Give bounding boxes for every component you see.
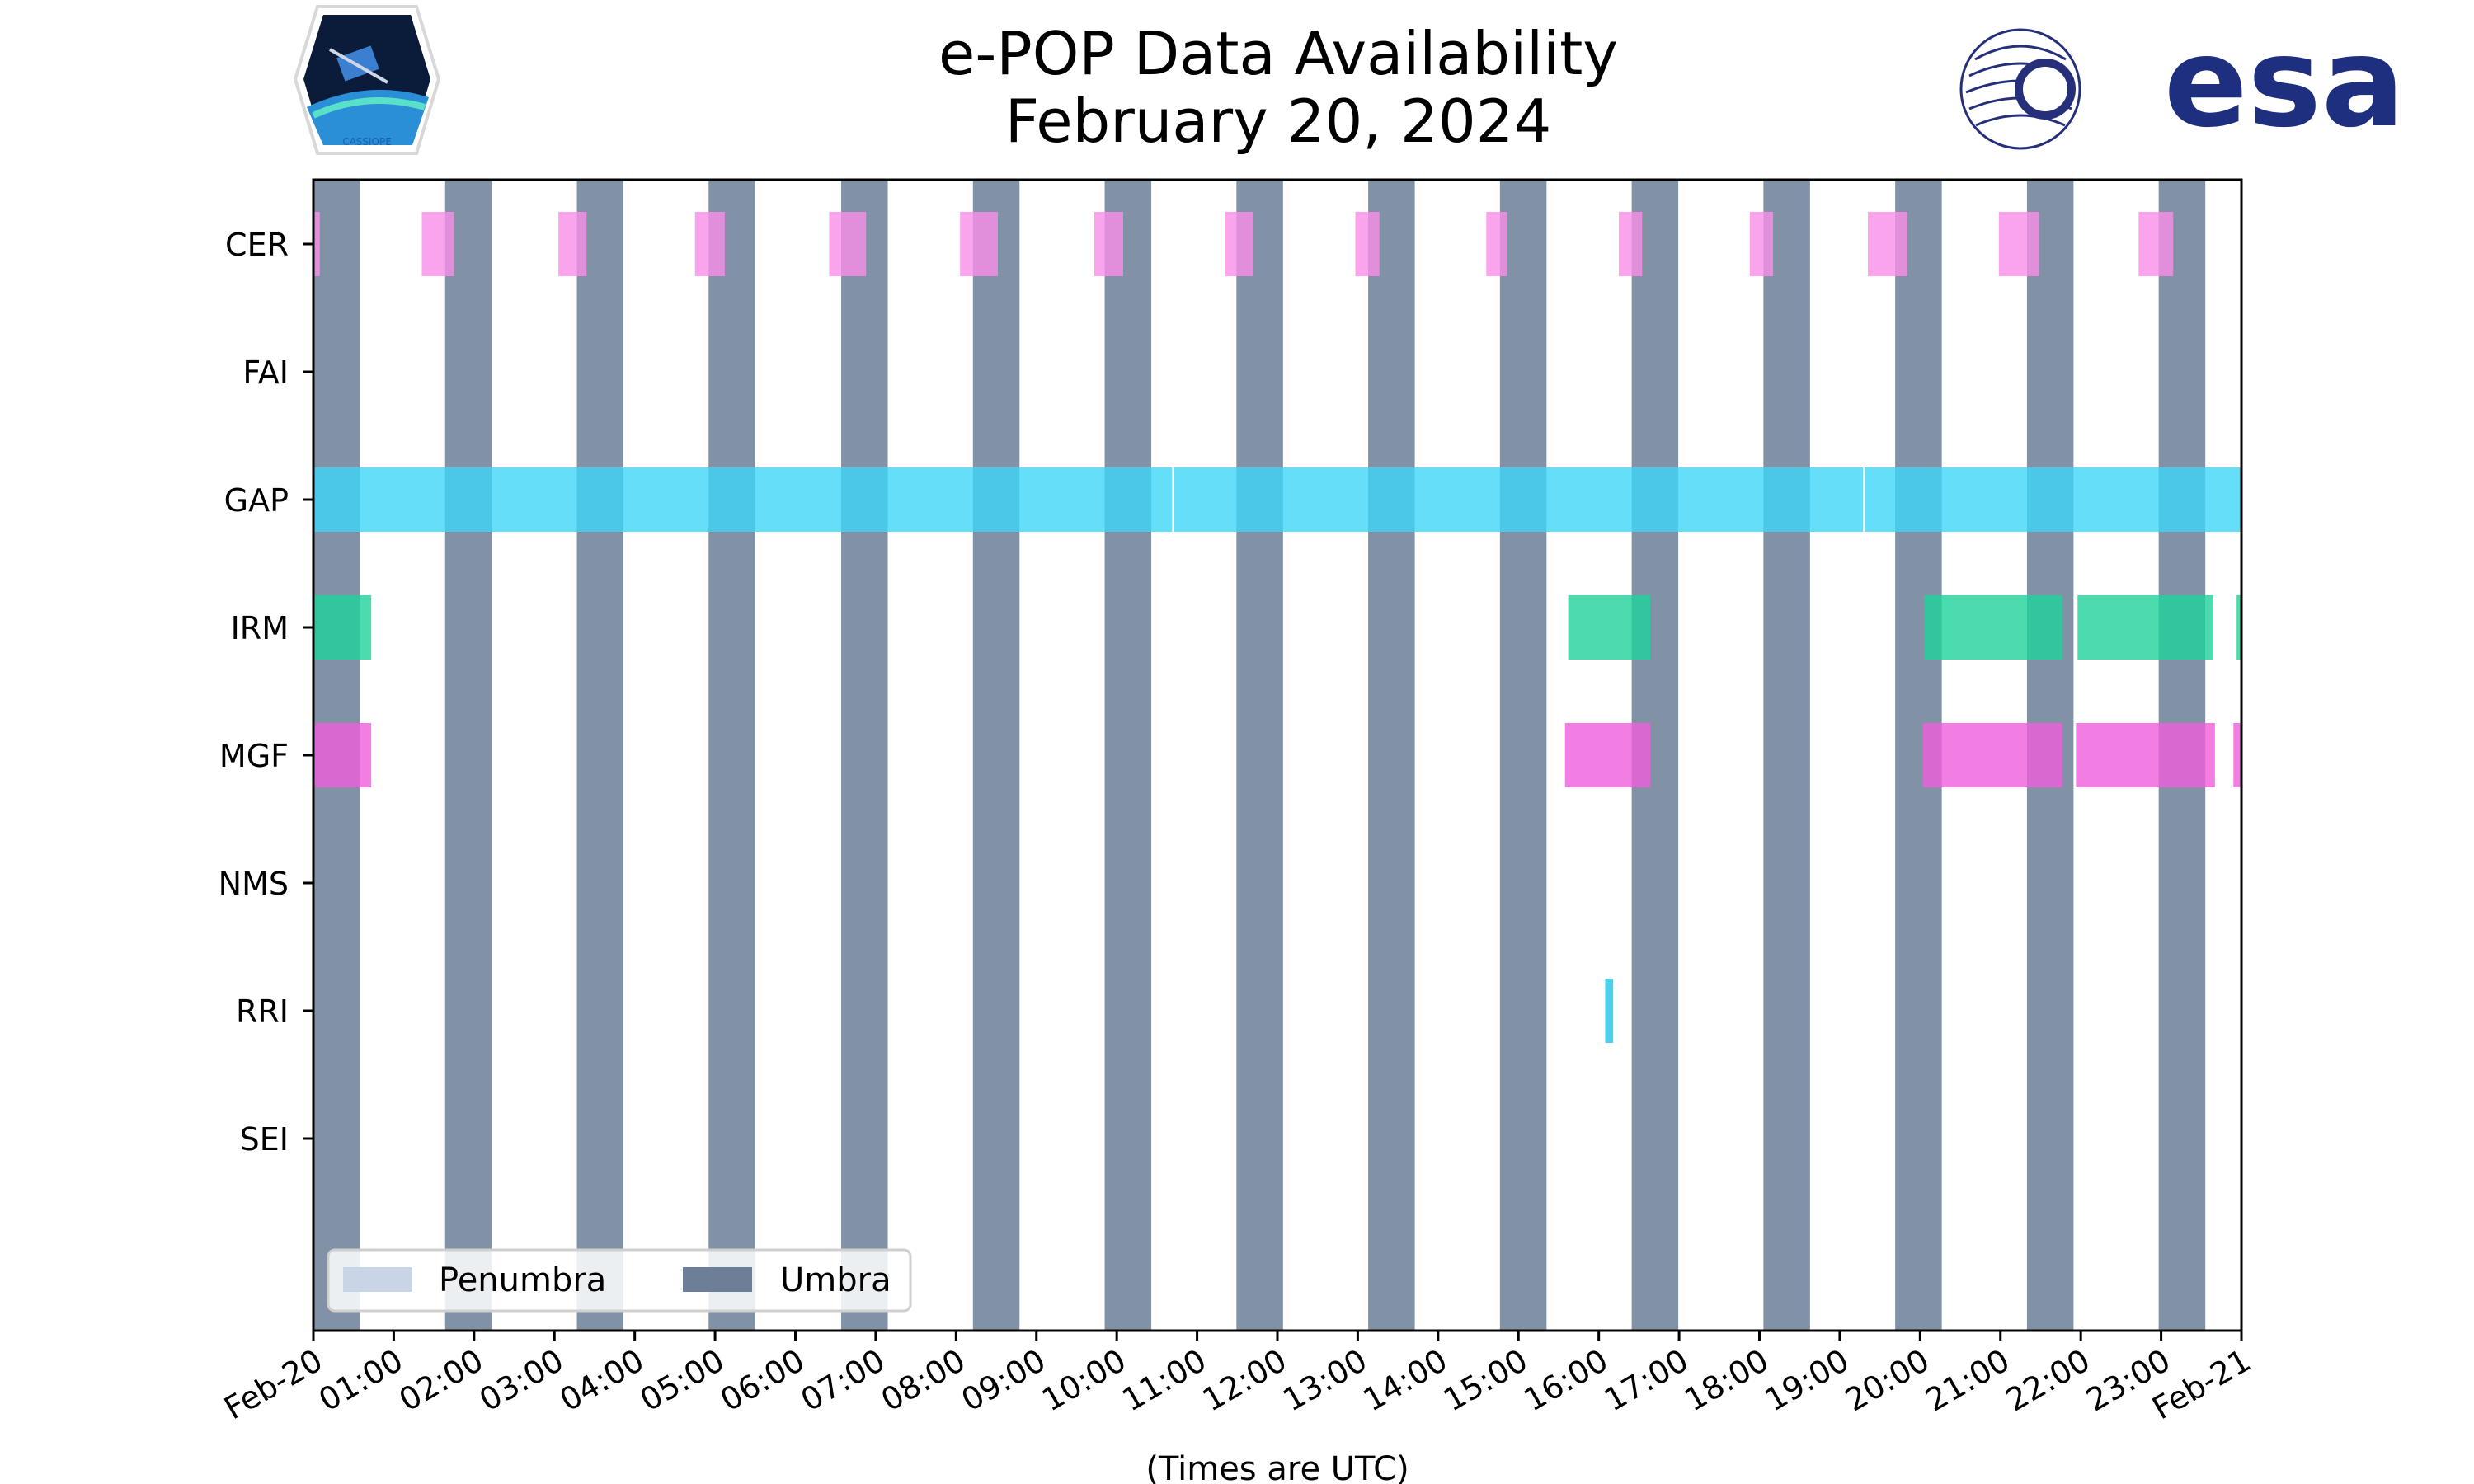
esa-logo: esa — [1959, 12, 2405, 155]
x-tick-label-18: 18:00 — [1678, 1342, 1775, 1419]
bar-irm-4 — [2236, 595, 2241, 660]
y-tick-label-irm: IRM — [231, 610, 289, 646]
legend-umbra-label: Umbra — [780, 1261, 891, 1299]
y-tick-label-mgf: MGF — [219, 738, 289, 774]
bar-irm-2 — [1924, 595, 2062, 660]
umbra-band-3 — [708, 180, 755, 1331]
bar-cer-3 — [694, 212, 725, 276]
x-tick-label-9: 09:00 — [955, 1342, 1051, 1419]
x-tick-label-0: Feb-20 — [218, 1342, 328, 1427]
x-axis-label: (Times are UTC) — [1145, 1450, 1409, 1484]
bar-mgf-3 — [2076, 723, 2215, 787]
bar-irm-1 — [1568, 595, 1651, 660]
bar-irm-3 — [2077, 595, 2213, 660]
x-tick-label-20: 20:00 — [1839, 1342, 1935, 1419]
bar-rri-0 — [1605, 979, 1614, 1043]
bar-cer-13 — [1998, 212, 2039, 276]
bar-irm-0 — [313, 595, 372, 660]
x-tick-label-19: 19:00 — [1759, 1342, 1856, 1419]
y-tick-label-rri: RRI — [236, 993, 289, 1030]
x-tick-label-17: 17:00 — [1598, 1342, 1695, 1419]
bar-gap-0 — [313, 467, 1173, 532]
legend-umbra-swatch — [683, 1267, 752, 1292]
x-tick-label-6: 06:00 — [714, 1342, 811, 1419]
y-tick-label-fai: FAI — [242, 355, 289, 391]
bar-cer-11 — [1749, 212, 1774, 276]
esa-logo-text: esa — [2164, 12, 2405, 155]
umbra-band-9 — [1499, 180, 1547, 1331]
x-tick-label-13: 13:00 — [1277, 1342, 1373, 1419]
x-tick-label-14: 14:00 — [1357, 1342, 1453, 1419]
x-tick-label-2: 02:00 — [393, 1342, 489, 1419]
umbra-band-5 — [972, 180, 1020, 1331]
x-tick-label-1: 01:00 — [313, 1342, 409, 1419]
y-axis: CER FAI GAP IRM MGF NMS RRI SEI — [219, 227, 313, 1158]
umbra-band-2 — [576, 180, 624, 1331]
bar-gap-1 — [1174, 467, 1864, 532]
umbra-band-4 — [841, 180, 888, 1331]
y-tick-label-cer: CER — [225, 227, 289, 263]
bar-mgf-1 — [1564, 723, 1651, 787]
bar-cer-7 — [1225, 212, 1253, 276]
bar-mgf-0 — [313, 723, 372, 787]
bar-mgf-2 — [1922, 723, 2062, 787]
bar-cer-0 — [313, 212, 320, 276]
bar-cer-2 — [558, 212, 587, 276]
bar-cer-1 — [421, 212, 454, 276]
chart-title-line-1: e-POP Data Availability — [938, 19, 1618, 88]
bar-cer-10 — [1619, 212, 1643, 276]
umbra-band-7 — [1236, 180, 1283, 1331]
bar-cer-12 — [1868, 212, 1907, 276]
bar-cer-9 — [1486, 212, 1507, 276]
y-tick-label-nms: NMS — [219, 866, 289, 902]
y-tick-label-sei: SEI — [240, 1121, 289, 1158]
umbra-band-11 — [1763, 180, 1810, 1331]
x-tick-label-10: 10:00 — [1036, 1342, 1132, 1419]
x-tick-label-7: 07:00 — [795, 1342, 891, 1419]
legend-penumbra-swatch — [343, 1267, 412, 1292]
cassiope-logo: CASSIOPE — [293, 5, 441, 155]
bar-gap-2 — [1865, 467, 2241, 532]
umbra-band-8 — [1368, 180, 1415, 1331]
chart-title-line-2: February 20, 2024 — [1005, 87, 1552, 156]
legend-box — [327, 1248, 912, 1313]
bar-cer-8 — [1355, 212, 1380, 276]
umbra-band-1 — [444, 180, 492, 1331]
x-tick-label-15: 15:00 — [1437, 1342, 1534, 1419]
x-tick-label-16: 16:00 — [1517, 1342, 1614, 1419]
bar-mgf-4 — [2233, 723, 2241, 787]
umbra-band-6 — [1104, 180, 1152, 1331]
x-tick-label-3: 03:00 — [473, 1342, 570, 1419]
cassiope-logo-text: CASSIOPE — [342, 136, 392, 148]
legend: Penumbra Umbra — [327, 1248, 912, 1313]
series-layer — [313, 212, 2241, 1043]
x-tick-label-5: 05:00 — [634, 1342, 731, 1419]
bar-cer-14 — [2138, 212, 2174, 276]
x-tick-label-11: 11:00 — [1116, 1342, 1212, 1419]
x-tick-label-22: 22:00 — [2000, 1342, 2096, 1419]
x-tick-label-21: 21:00 — [1919, 1342, 2015, 1419]
bar-cer-6 — [1094, 212, 1123, 276]
x-tick-label-4: 04:00 — [553, 1342, 650, 1419]
bar-cer-4 — [829, 212, 867, 276]
x-axis: Feb-2001:0002:0003:0004:0005:0006:0007:0… — [218, 1331, 2257, 1427]
x-tick-label-12: 12:00 — [1197, 1342, 1293, 1419]
y-tick-label-gap: GAP — [224, 482, 289, 519]
x-tick-label-8: 08:00 — [875, 1342, 971, 1419]
legend-penumbra-label: Penumbra — [439, 1261, 606, 1299]
bar-cer-5 — [960, 212, 998, 276]
umbra-layer — [313, 180, 2206, 1331]
